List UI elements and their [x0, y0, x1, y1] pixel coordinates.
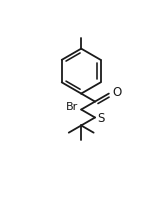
Text: S: S [97, 112, 105, 125]
Text: O: O [113, 86, 122, 99]
Text: Br: Br [66, 102, 78, 112]
